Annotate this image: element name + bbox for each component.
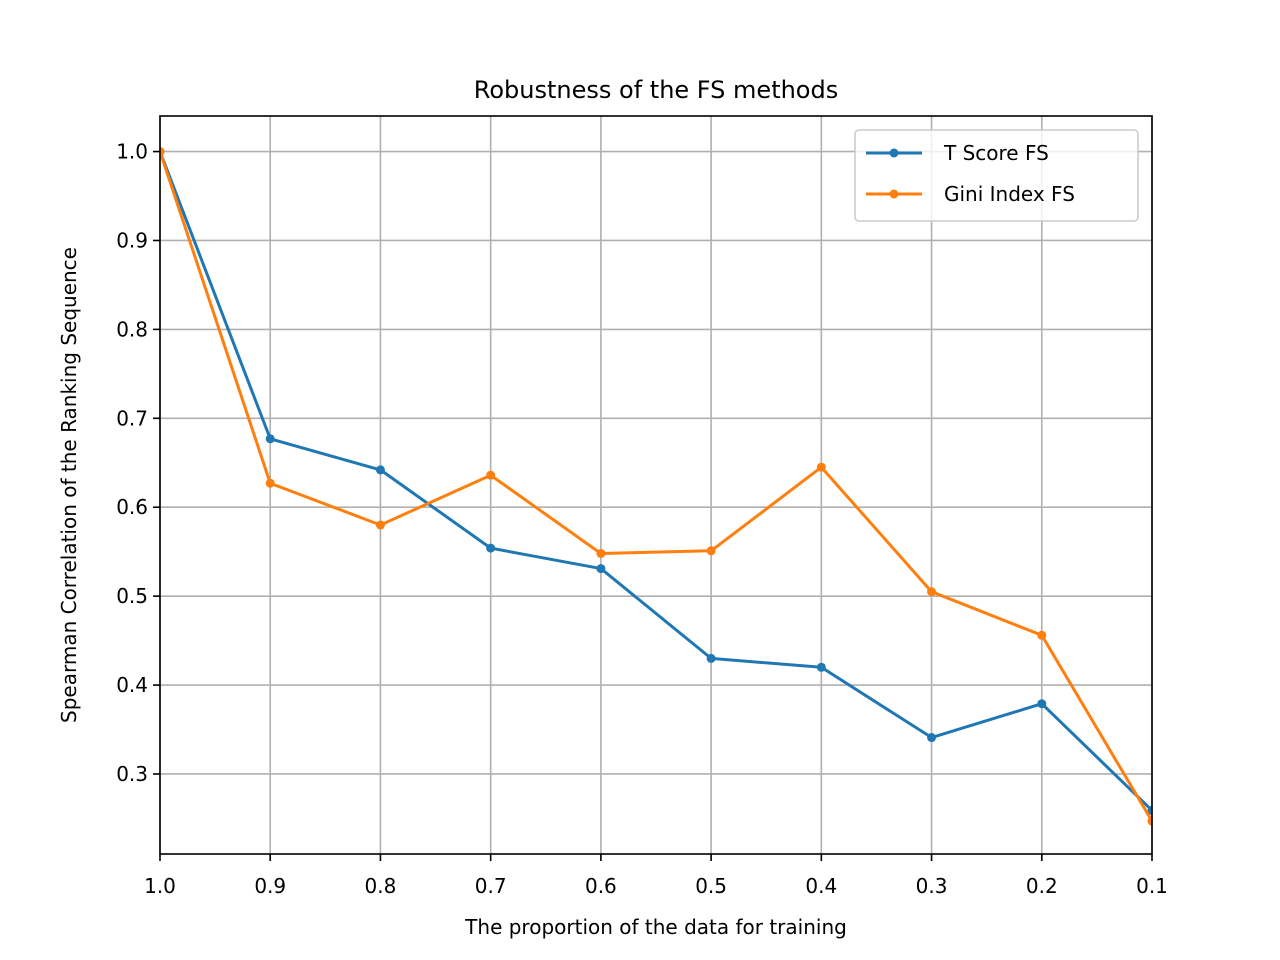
data-point-t-score-fs xyxy=(706,653,716,663)
data-point-gini-index-fs xyxy=(596,548,606,558)
y-tick-label: 0.3 xyxy=(116,762,148,786)
plot-frame xyxy=(159,115,1153,855)
data-point-t-score-fs xyxy=(927,733,937,743)
x-tick-label: 0.7 xyxy=(475,874,507,898)
y-tick-label: 0.6 xyxy=(116,495,148,519)
x-tick-label: 0.3 xyxy=(916,874,948,898)
legend: T Score FS Gini Index FS xyxy=(854,129,1139,222)
x-tick-label: 0.4 xyxy=(805,874,837,898)
legend-label-gini-index: Gini Index FS xyxy=(944,182,1075,206)
x-axis: 1.0 0.9 0.8 0.7 0.6 0.5 0.4 0.3 0.2 0.1 xyxy=(144,854,1168,898)
y-tick-label: 0.5 xyxy=(116,584,148,608)
x-tick-label: 0.6 xyxy=(585,874,617,898)
series-line-gini-index-fs xyxy=(160,151,1152,822)
data-point-gini-index-fs xyxy=(265,478,275,488)
data-point-gini-index-fs xyxy=(160,147,165,157)
legend-label-t-score: T Score FS xyxy=(943,141,1049,165)
x-tick-label: 0.2 xyxy=(1026,874,1058,898)
x-tick-label: 0.5 xyxy=(695,874,727,898)
data-point-gini-index-fs xyxy=(927,587,937,597)
y-tick-label: 1.0 xyxy=(116,140,148,164)
y-tick-label: 0.8 xyxy=(116,317,148,341)
data-point-t-score-fs xyxy=(816,662,826,672)
x-axis-title: The proportion of the data for training xyxy=(464,915,847,939)
legend-entry-gini-index: Gini Index FS xyxy=(866,182,1075,206)
data-point-gini-index-fs xyxy=(1147,816,1152,826)
x-tick-label: 0.9 xyxy=(254,874,286,898)
legend-box xyxy=(854,129,1139,222)
data-point-gini-index-fs xyxy=(1037,630,1047,640)
data-point-t-score-fs xyxy=(596,564,606,574)
data-point-t-score-fs xyxy=(486,543,496,553)
series-line-t-score-fs xyxy=(160,151,1152,812)
x-tick-label: 0.1 xyxy=(1136,874,1168,898)
x-tick-label: 1.0 xyxy=(144,874,176,898)
y-tick-label: 0.4 xyxy=(116,673,148,697)
data-point-t-score-fs xyxy=(375,465,385,475)
y-tick-label: 0.9 xyxy=(116,228,148,252)
y-axis-title: Spearman Correlation of the Ranking Sequ… xyxy=(57,247,81,723)
data-point-gini-index-fs xyxy=(375,520,385,530)
y-tick-label: 0.7 xyxy=(116,406,148,430)
data-point-t-score-fs xyxy=(265,434,275,444)
series-layer xyxy=(160,147,1152,826)
x-tick-label: 0.8 xyxy=(365,874,397,898)
y-axis: 0.3 0.4 0.5 0.6 0.7 0.8 0.9 1.0 xyxy=(116,140,160,786)
data-point-gini-index-fs xyxy=(706,546,716,556)
data-point-gini-index-fs xyxy=(816,462,826,472)
legend-marker-t-score xyxy=(889,148,899,158)
legend-entry-t-score: T Score FS xyxy=(866,141,1049,165)
chart-title: Robustness of the FS methods xyxy=(474,76,838,104)
series-gini-index-fs xyxy=(160,147,1152,826)
legend-marker-gini-index xyxy=(889,189,899,199)
data-point-gini-index-fs xyxy=(486,470,496,480)
data-point-t-score-fs xyxy=(1037,699,1047,709)
